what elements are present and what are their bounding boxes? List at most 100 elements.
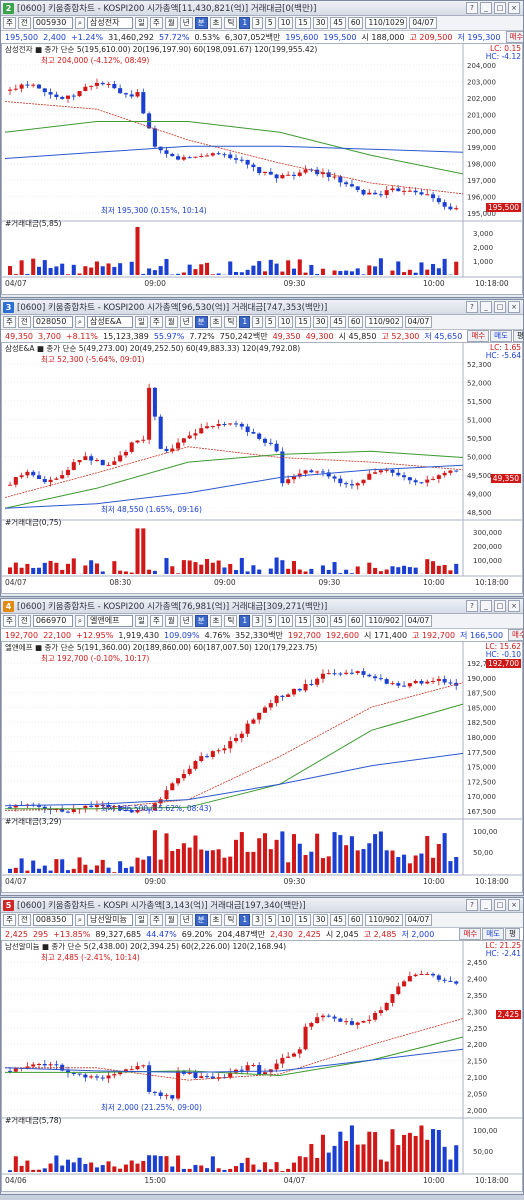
interval-6-button[interactable]: 45 xyxy=(330,316,346,328)
sell-button[interactable]: 매도 xyxy=(482,928,505,940)
close-button[interactable]: × xyxy=(508,600,520,612)
help-button[interactable]: ? xyxy=(466,899,478,911)
interval-2-button[interactable]: 5 xyxy=(264,17,276,29)
buy-button[interactable]: 매수 xyxy=(508,629,523,641)
interval-0-button[interactable]: 1 xyxy=(239,615,251,627)
period-3-button[interactable]: 년 xyxy=(179,17,193,29)
interval-5-button[interactable]: 30 xyxy=(312,615,329,627)
market-dropdown[interactable]: 전 xyxy=(17,914,31,926)
period-0-button[interactable]: 일 xyxy=(135,316,148,328)
period-4-button[interactable]: 분 xyxy=(194,914,208,926)
interval-6-button[interactable]: 45 xyxy=(330,17,346,29)
period-3-button[interactable]: 년 xyxy=(179,914,193,926)
minimize-button[interactable]: _ xyxy=(480,301,492,313)
search-icon[interactable]: ⌕ xyxy=(74,615,86,627)
period-3-button[interactable]: 년 xyxy=(179,615,193,627)
date-field[interactable]: 04/07 xyxy=(404,316,433,328)
minimize-button[interactable]: _ xyxy=(480,600,492,612)
period-2-button[interactable]: 월 xyxy=(164,17,178,29)
buy-button[interactable]: 매수 xyxy=(467,330,490,342)
period-6-button[interactable]: 틱 xyxy=(224,316,238,328)
date-field[interactable]: 04/07 xyxy=(404,615,433,627)
period-2-button[interactable]: 월 xyxy=(164,615,178,627)
interval-5-button[interactable]: 30 xyxy=(312,914,329,926)
interval-0-button[interactable]: 1 xyxy=(239,316,251,328)
item-type-dropdown[interactable]: 주 xyxy=(3,914,16,926)
period-5-button[interactable]: 초 xyxy=(209,17,223,29)
minimize-button[interactable]: _ xyxy=(480,899,492,911)
interval-1-button[interactable]: 3 xyxy=(252,615,263,627)
interval-7-button[interactable]: 60 xyxy=(347,316,364,328)
interval-1-button[interactable]: 3 xyxy=(252,17,263,29)
sell-button[interactable]: 매도 xyxy=(490,330,512,342)
interval-5-button[interactable]: 30 xyxy=(312,316,329,328)
period-0-button[interactable]: 일 xyxy=(135,914,148,926)
close-button[interactable]: × xyxy=(508,899,520,911)
period-count-field[interactable]: 110/1029 xyxy=(365,17,408,29)
interval-4-button[interactable]: 15 xyxy=(295,615,311,627)
buy-button[interactable]: 매수 xyxy=(459,928,482,940)
period-5-button[interactable]: 초 xyxy=(209,615,223,627)
search-icon[interactable]: ⌕ xyxy=(74,316,86,328)
interval-3-button[interactable]: 10 xyxy=(277,914,294,926)
item-type-dropdown[interactable]: 주 xyxy=(3,316,16,328)
stock-name-field[interactable]: 남선알미늄 xyxy=(87,914,134,926)
interval-2-button[interactable]: 5 xyxy=(264,615,276,627)
stock-name-field[interactable]: 삼성E&A xyxy=(87,316,134,328)
date-field[interactable]: 04/07 xyxy=(409,17,437,29)
interval-2-button[interactable]: 5 xyxy=(264,914,276,926)
period-1-button[interactable]: 주 xyxy=(149,615,163,627)
period-5-button[interactable]: 초 xyxy=(209,914,223,926)
interval-7-button[interactable]: 60 xyxy=(347,615,364,627)
period-4-button[interactable]: 분 xyxy=(194,17,208,29)
period-1-button[interactable]: 주 xyxy=(149,17,163,29)
interval-6-button[interactable]: 45 xyxy=(330,914,346,926)
flat-button[interactable]: 평 xyxy=(512,330,523,342)
interval-0-button[interactable]: 1 xyxy=(239,914,251,926)
interval-2-button[interactable]: 5 xyxy=(264,316,276,328)
interval-1-button[interactable]: 3 xyxy=(252,914,263,926)
interval-4-button[interactable]: 15 xyxy=(295,316,311,328)
interval-1-button[interactable]: 3 xyxy=(252,316,263,328)
market-dropdown[interactable]: 전 xyxy=(17,17,31,29)
period-4-button[interactable]: 분 xyxy=(194,615,208,627)
market-dropdown[interactable]: 전 xyxy=(17,615,31,627)
interval-4-button[interactable]: 15 xyxy=(295,914,311,926)
stock-code-input[interactable]: 005930 xyxy=(32,17,73,29)
search-icon[interactable]: ⌕ xyxy=(74,914,86,926)
period-count-field[interactable]: 110/902 xyxy=(365,615,403,627)
period-count-field[interactable]: 110/902 xyxy=(365,914,403,926)
period-6-button[interactable]: 틱 xyxy=(224,615,238,627)
item-type-dropdown[interactable]: 주 xyxy=(3,17,16,29)
buy-button[interactable]: 매수 xyxy=(505,31,523,43)
item-type-dropdown[interactable]: 주 xyxy=(3,615,16,627)
maximize-button[interactable]: □ xyxy=(494,600,506,612)
maximize-button[interactable]: □ xyxy=(494,899,506,911)
stock-code-input[interactable]: 028050 xyxy=(32,316,73,328)
help-button[interactable]: ? xyxy=(466,2,478,14)
stock-name-field[interactable]: 삼성전자 xyxy=(87,17,134,29)
flat-button[interactable]: 평 xyxy=(505,928,520,940)
maximize-button[interactable]: □ xyxy=(494,301,506,313)
interval-3-button[interactable]: 10 xyxy=(277,17,294,29)
close-button[interactable]: × xyxy=(508,301,520,313)
search-icon[interactable]: ⌕ xyxy=(74,17,86,29)
period-2-button[interactable]: 월 xyxy=(164,914,178,926)
help-button[interactable]: ? xyxy=(466,600,478,612)
stock-name-field[interactable]: 엘앤에프 xyxy=(87,615,134,627)
interval-0-button[interactable]: 1 xyxy=(239,17,251,29)
maximize-button[interactable]: □ xyxy=(494,2,506,14)
period-2-button[interactable]: 월 xyxy=(164,316,178,328)
period-1-button[interactable]: 주 xyxy=(149,316,163,328)
period-0-button[interactable]: 일 xyxy=(135,17,148,29)
close-button[interactable]: × xyxy=(508,2,520,14)
period-5-button[interactable]: 초 xyxy=(209,316,223,328)
market-dropdown[interactable]: 전 xyxy=(17,316,31,328)
stock-code-input[interactable]: 008350 xyxy=(32,914,73,926)
minimize-button[interactable]: _ xyxy=(480,2,492,14)
period-count-field[interactable]: 110/902 xyxy=(365,316,403,328)
stock-code-input[interactable]: 066970 xyxy=(32,615,73,627)
interval-3-button[interactable]: 10 xyxy=(277,316,294,328)
interval-7-button[interactable]: 60 xyxy=(347,914,364,926)
period-3-button[interactable]: 년 xyxy=(179,316,193,328)
